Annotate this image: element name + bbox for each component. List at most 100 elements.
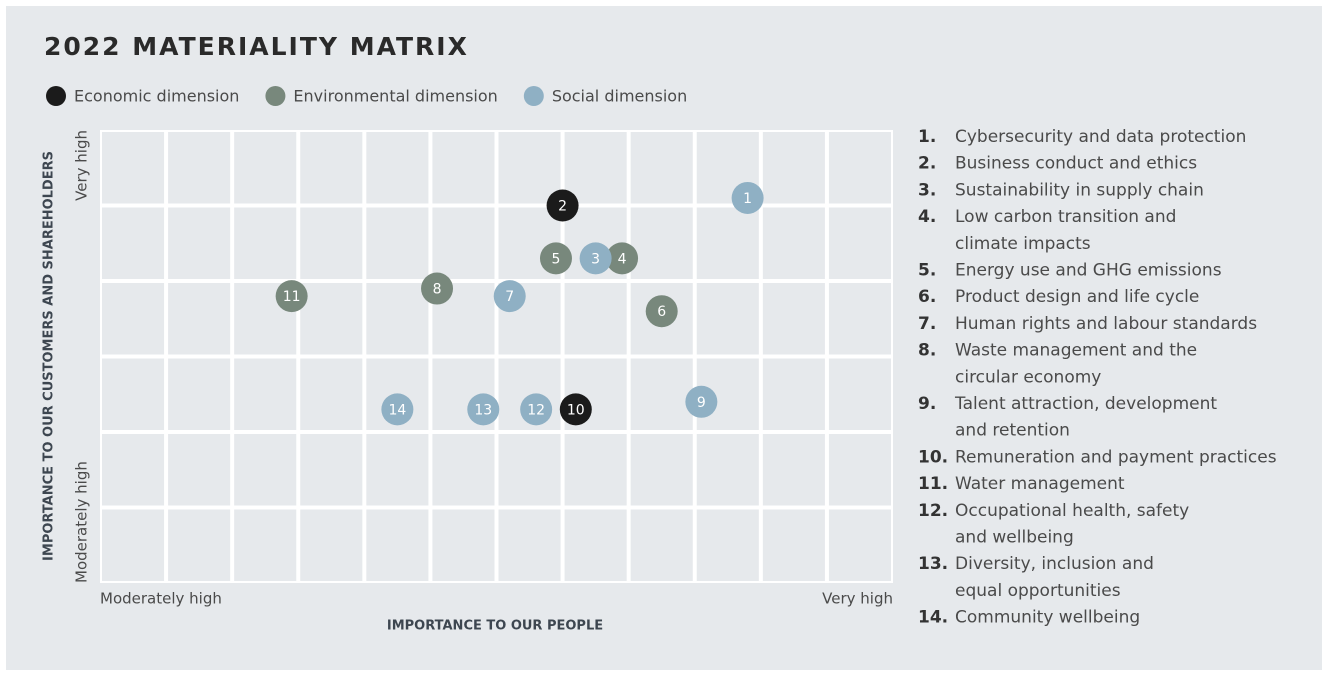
grid-cell (828, 434, 891, 506)
point (731, 181, 764, 214)
y-tick-label: Very high (73, 130, 91, 201)
grid-cell (300, 207, 363, 279)
point (645, 295, 678, 328)
x-tick-label: Very high (822, 590, 893, 608)
grid-cell (234, 132, 297, 204)
grid-cell (366, 283, 429, 355)
key-text: Cybersecurity and data protection (955, 127, 1246, 147)
key-text: Water management (955, 474, 1125, 494)
grid-cell (234, 434, 297, 506)
key-text: Occupational health, safety (955, 501, 1189, 521)
grid-cell (564, 283, 627, 355)
grid-cell (696, 509, 759, 581)
grid-cell (828, 207, 891, 279)
key-number: 14. (918, 608, 948, 628)
grid-cell (168, 283, 231, 355)
x-tick-label: Moderately high (100, 590, 222, 608)
grid-cell (102, 509, 165, 581)
grid-cell (564, 132, 627, 204)
y-tick-label: Moderately high (73, 461, 91, 583)
key-text: Diversity, inclusion and (955, 554, 1154, 574)
point (546, 189, 579, 222)
point-label: 4 (618, 251, 627, 267)
point-label: 3 (591, 251, 600, 267)
legend-swatch (46, 86, 66, 106)
grid-cell (564, 434, 627, 506)
grid-cell (234, 207, 297, 279)
key-number: 11. (918, 474, 948, 494)
grid-cell (234, 509, 297, 581)
key-number: 12. (918, 501, 948, 521)
key-number: 10. (918, 447, 948, 467)
point-label: 1 (743, 191, 752, 207)
grid-cell (630, 434, 693, 506)
key-text: and wellbeing (955, 528, 1074, 548)
grid-cell (432, 509, 495, 581)
point-label: 7 (505, 289, 514, 305)
key-text: Energy use and GHG emissions (955, 261, 1222, 281)
grid-cell (762, 509, 825, 581)
key-text: Sustainability in supply chain (955, 180, 1204, 200)
point (381, 393, 414, 426)
grid-cell (828, 283, 891, 355)
key-text: Talent attraction, development (954, 394, 1217, 414)
grid-cell (696, 434, 759, 506)
grid-cell (498, 434, 561, 506)
grid-cell (828, 358, 891, 430)
grid-cell (300, 132, 363, 204)
key-number: 4. (918, 207, 936, 227)
point (421, 272, 454, 305)
key-text: Low carbon transition and (955, 207, 1176, 227)
grid-cell (168, 207, 231, 279)
point-label: 11 (283, 289, 301, 305)
key-text: Waste management and the (955, 341, 1197, 361)
grid-cell (102, 207, 165, 279)
point (275, 280, 308, 313)
key-number: 1. (918, 127, 936, 147)
point-label: 6 (657, 304, 666, 320)
grid-cell (102, 132, 165, 204)
grid-cell (168, 509, 231, 581)
grid-cell (498, 509, 561, 581)
point-label: 10 (567, 402, 585, 418)
grid-cell (630, 358, 693, 430)
legend-label: Environmental dimension (293, 87, 497, 106)
grid-cell (696, 207, 759, 279)
grid-cell (564, 509, 627, 581)
point (520, 393, 553, 426)
key-number: 3. (918, 180, 936, 200)
point-label: 14 (388, 402, 406, 418)
grid-cell (762, 358, 825, 430)
key-text: and retention (955, 421, 1070, 441)
key-number: 13. (918, 554, 948, 574)
grid-cell (234, 358, 297, 430)
point (685, 385, 718, 418)
grid-cell (432, 434, 495, 506)
grid-cell (168, 358, 231, 430)
grid-cell (300, 283, 363, 355)
key-number: 2. (918, 154, 936, 174)
grid-cell (498, 132, 561, 204)
grid-cell (762, 132, 825, 204)
grid-cell (630, 132, 693, 204)
key-text: Product design and life cycle (955, 287, 1199, 307)
point-label: 13 (474, 402, 492, 418)
point (579, 242, 612, 275)
key-number: 9. (918, 394, 936, 414)
grid-cell (300, 434, 363, 506)
grid-cell (630, 509, 693, 581)
grid-cell (432, 132, 495, 204)
point (493, 280, 526, 313)
chart-title: 2022 MATERIALITY MATRIX (44, 32, 469, 61)
key-text: circular economy (955, 367, 1101, 387)
legend-label: Social dimension (552, 87, 687, 106)
point-label: 8 (433, 282, 442, 298)
grid-cell (366, 132, 429, 204)
grid-cell (300, 358, 363, 430)
point (539, 242, 572, 275)
grid-cell (300, 509, 363, 581)
key-number: 5. (918, 261, 936, 281)
grid-cell (762, 283, 825, 355)
grid-cell (762, 434, 825, 506)
point-label: 9 (697, 395, 706, 411)
